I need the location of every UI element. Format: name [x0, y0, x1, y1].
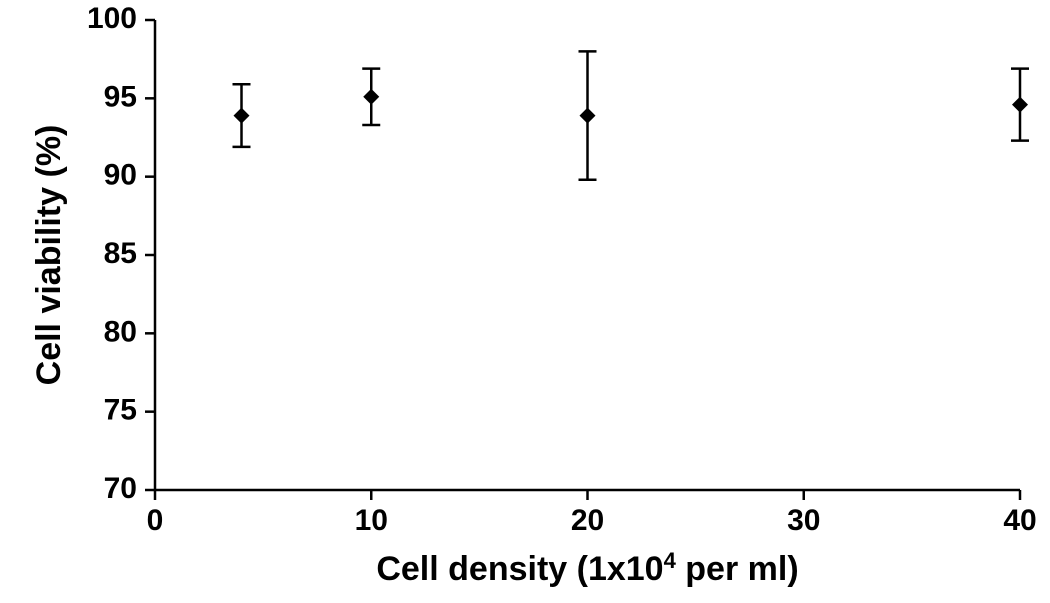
x-axis-title: Cell density (1x104 per ml) [376, 548, 798, 589]
y-tick-label: 75 [104, 394, 137, 427]
x-tick-label: 0 [147, 504, 164, 537]
y-tick-label: 100 [87, 2, 137, 35]
x-tick-label: 10 [355, 504, 388, 537]
data-marker [363, 89, 379, 105]
y-tick-label: 85 [104, 237, 137, 270]
y-tick-label: 90 [104, 159, 137, 192]
data-marker [580, 108, 596, 124]
x-tick-label: 40 [1003, 504, 1036, 537]
y-axis-title: Cell viability (%) [30, 125, 68, 386]
y-tick-label: 70 [104, 472, 137, 505]
x-tick-label: 20 [571, 504, 604, 537]
y-tick-label: 95 [104, 80, 137, 113]
x-tick-label: 30 [787, 504, 820, 537]
data-marker [1012, 97, 1028, 113]
chart-svg: 70 75 80 85 90 95 100 0 10 20 30 40 Cell viability (… [0, 0, 1050, 603]
data-marker [234, 108, 250, 124]
viability-chart: 70 75 80 85 90 95 100 0 10 20 30 40 Cell viability (… [0, 0, 1050, 603]
y-tick-label: 80 [104, 315, 137, 348]
